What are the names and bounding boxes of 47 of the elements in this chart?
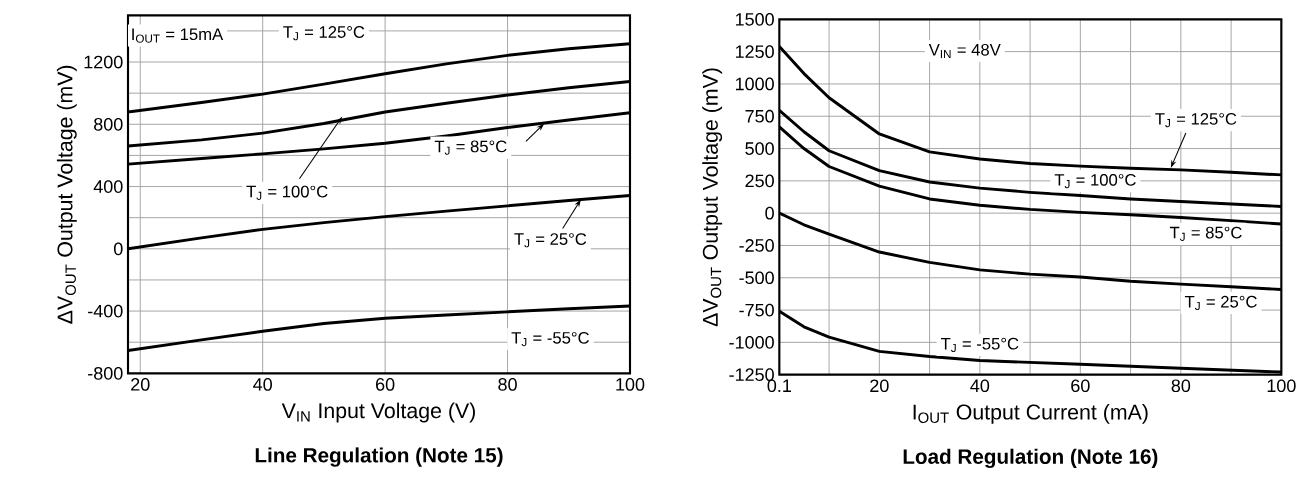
text: Line Regulation (Note 15) <box>255 447 503 467</box>
y-tick-label: 0 <box>113 242 123 256</box>
x-tick-label: 100 <box>616 378 645 391</box>
y-tick-label: 750 <box>745 109 774 123</box>
y-tick-label: 0 <box>765 206 774 220</box>
series-label: T$_{J}$ = -55°C <box>940 337 1019 353</box>
series-label: T$_{J}$ = 25°C <box>1184 295 1257 311</box>
y-tick-label: 500 <box>745 142 774 155</box>
x-tick-label: 80 <box>498 378 517 391</box>
series-label: T$_{J}$ = 85°C <box>1169 226 1242 241</box>
x-tick-label: 80 <box>1171 379 1191 393</box>
y-tick-label: 1250 <box>735 45 774 58</box>
text: T$_{J}$ = 100°C <box>246 185 328 200</box>
y-tick-label: -500 <box>739 271 774 285</box>
text: T$_{J}$ = 125°C <box>283 26 365 41</box>
annotation: I$_{OUT}$ = 15mA <box>132 28 224 43</box>
series-label: T$_{J}$ = -55°C <box>511 331 589 347</box>
y-tick-label: 800 <box>94 117 123 131</box>
x-tick-label: 20 <box>870 379 889 393</box>
x-axis-title: V$_{IN}$ Input Voltage (V) <box>281 402 475 423</box>
y-tick-label: -400 <box>88 304 123 318</box>
x-tick-label: 100 <box>1267 379 1296 393</box>
x-tick-label: 60 <box>1071 379 1090 393</box>
annotation: V$_{IN}$ = 48V <box>928 43 1001 59</box>
text: T$_{J}$ = 125°C <box>1155 113 1237 128</box>
y-tick-label: 400 <box>93 180 123 193</box>
y-tick-label: 1000 <box>735 77 774 91</box>
y-tick-label: -1000 <box>729 335 774 349</box>
x-tick-label: 0.1 <box>767 379 791 393</box>
x-tick-label: 40 <box>253 378 272 391</box>
y-tick-label: -750 <box>739 303 774 317</box>
series-label: T$_{J}$ = 85°C <box>434 140 507 155</box>
legend-label: T$_{J}$ = 25°C <box>514 233 587 248</box>
y-tick-label: 1500 <box>735 12 774 26</box>
y-tick-label: -1250 <box>729 368 774 382</box>
y-axis-title: ΔV$_{OUT}$ Output Voltage (mV) <box>702 68 723 327</box>
y-tick-label: -800 <box>88 366 123 380</box>
y-tick-label: -250 <box>739 239 774 252</box>
x-axis-title: I$_{OUT}$ Output Current (mA) <box>913 403 1148 424</box>
y-tick-label: 1200 <box>84 55 123 69</box>
x-tick-label: 20 <box>131 378 150 391</box>
series-label: T$_{J}$ = 100°C <box>1054 173 1136 189</box>
x-tick-label: 60 <box>376 378 395 391</box>
y-tick-label: 250 <box>745 174 774 188</box>
x-tick-label: 40 <box>970 379 990 393</box>
y-axis-title: ΔV$_{OUT}$ Output Voltage (mV) <box>56 65 77 324</box>
text: Load Regulation (Note 16) <box>903 448 1158 469</box>
